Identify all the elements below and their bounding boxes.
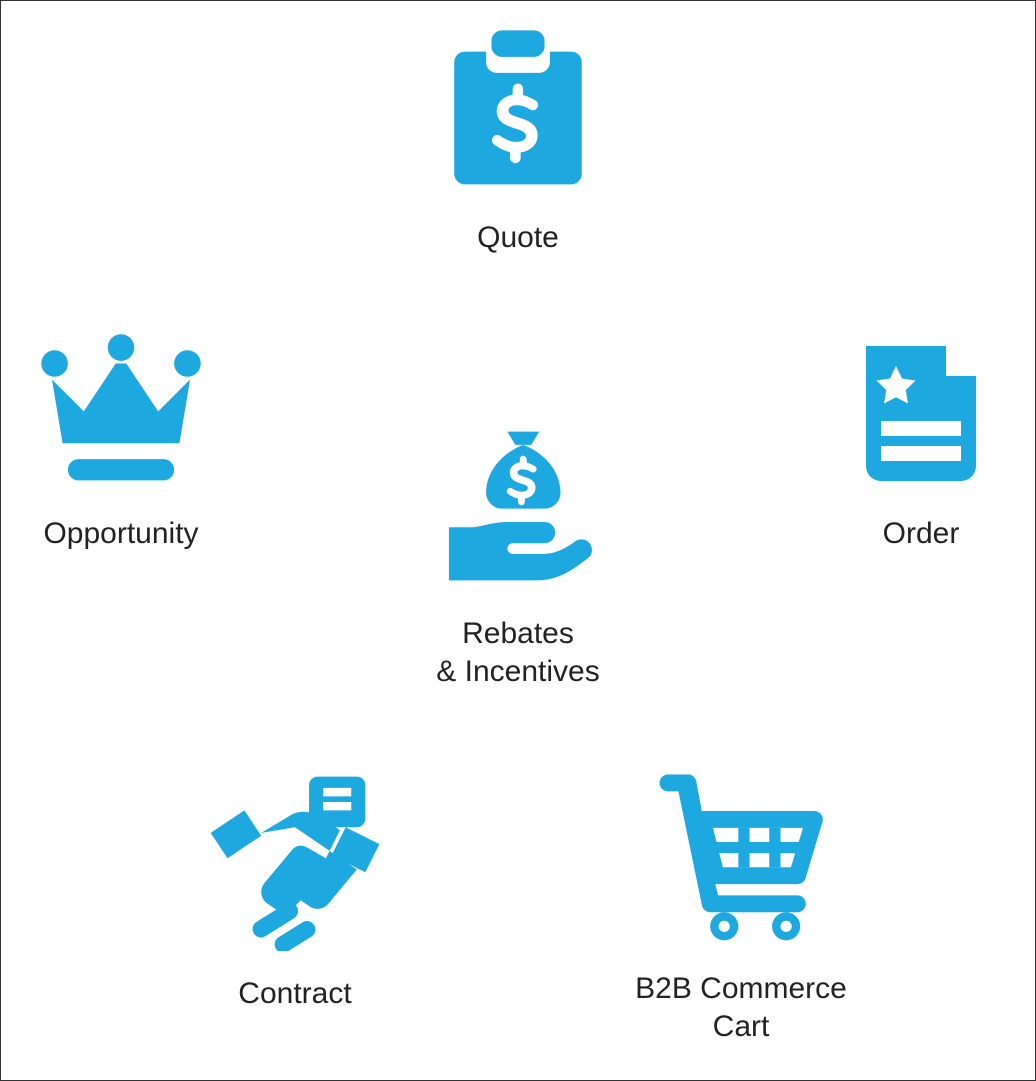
shopping-cart-icon [651, 766, 831, 946]
node-quote: Quote [433, 25, 603, 257]
clipboard-dollar-icon [433, 25, 603, 195]
node-label: Quote [477, 219, 559, 257]
node-label: Rebates & Incentives [436, 615, 599, 690]
node-label: B2B Commerce Cart [635, 970, 847, 1045]
node-contract: Contract [205, 771, 385, 1013]
node-label: Contract [238, 975, 351, 1013]
node-cart: B2B Commerce Cart [635, 766, 847, 1045]
diagram-canvas: Quote Opportunity Order Rebates & Incentive… [0, 0, 1036, 1081]
node-label: Opportunity [43, 515, 198, 553]
node-order: Order [841, 331, 1001, 553]
node-label: Order [883, 515, 960, 553]
crown-icon [36, 321, 206, 491]
handshake-doc-icon [205, 771, 385, 951]
document-star-icon [841, 331, 1001, 491]
hand-money-bag-icon [433, 421, 603, 591]
node-rebates: Rebates & Incentives [433, 421, 603, 690]
node-opportunity: Opportunity [36, 321, 206, 553]
